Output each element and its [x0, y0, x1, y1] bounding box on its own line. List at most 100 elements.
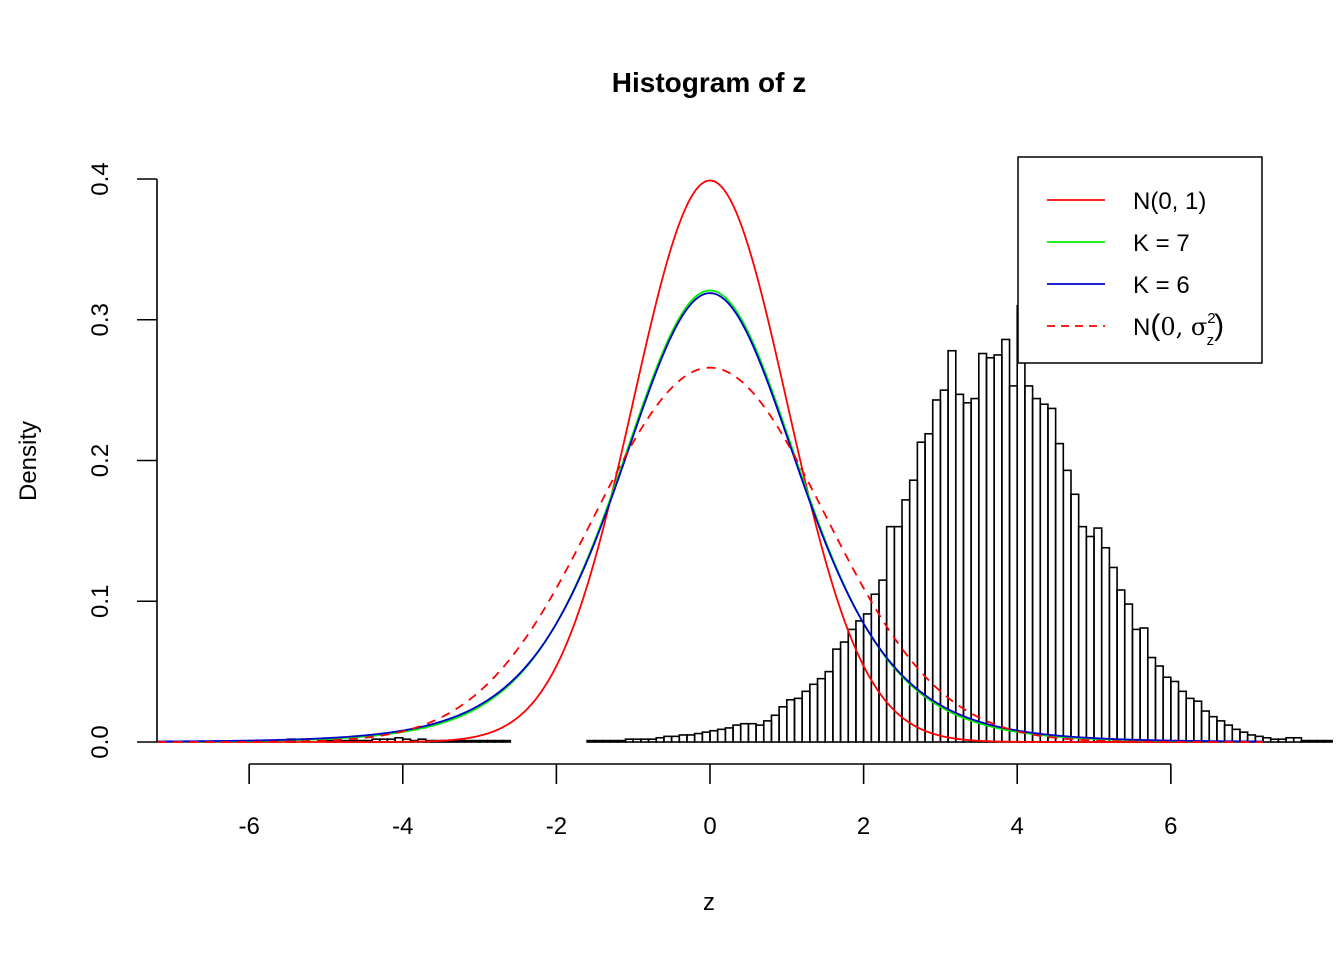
legend-label-3-base: N	[1133, 314, 1150, 341]
density-curves	[156, 179, 1264, 743]
histogram-bar	[939, 389, 949, 743]
x-tick-label: 4	[1011, 813, 1024, 840]
histogram-bar	[1154, 665, 1164, 743]
histogram-bar	[1208, 715, 1218, 743]
x-tick-label: -2	[546, 813, 567, 840]
legend-label-3-sup: 2	[1207, 310, 1215, 327]
histogram-bar	[586, 739, 596, 743]
histogram-bar	[786, 698, 796, 743]
histogram-bar	[770, 714, 780, 743]
histogram-bar	[486, 739, 496, 743]
histogram-bar	[455, 739, 466, 743]
y-axis: 0.0 0.1 0.2 0.3 0.4	[87, 162, 158, 759]
histogram-bar	[962, 401, 972, 743]
histogram-bar	[1300, 739, 1310, 743]
legend-label-3: N(0, σ2 z)	[1133, 309, 1224, 349]
histogram-bar	[985, 356, 995, 743]
legend-label-3-mid: 0, σ	[1160, 313, 1207, 341]
histogram-bar	[824, 670, 834, 743]
histogram-bar	[678, 734, 688, 743]
legend-label-1: K = 7	[1133, 230, 1190, 257]
histogram-bar	[1185, 697, 1195, 743]
x-tick-label: 6	[1164, 813, 1177, 840]
histogram-bar	[816, 677, 827, 743]
chart-title: Histogram of z	[612, 67, 806, 98]
histogram-bar	[1177, 690, 1187, 743]
histogram-bar	[1170, 680, 1180, 743]
histogram-bar	[1315, 739, 1326, 743]
y-axis-title: Density	[15, 421, 42, 501]
legend-label-3-sub: z	[1207, 332, 1215, 349]
histogram-bar	[724, 727, 734, 743]
histogram-bar	[832, 648, 842, 743]
histogram-bar	[732, 724, 742, 743]
density-curve-3	[157, 366, 1263, 743]
histogram-bar	[993, 354, 1003, 743]
legend-box	[1017, 156, 1263, 364]
legend-label-0: N(0, 1)	[1133, 188, 1206, 215]
histogram-bar	[1285, 736, 1295, 743]
y-tick-label: 0.3	[87, 303, 114, 336]
histogram-bars	[286, 304, 1333, 743]
y-tick-label: 0.0	[87, 725, 114, 758]
histogram-bar	[1039, 403, 1049, 743]
histogram-bar	[640, 738, 650, 743]
histogram-bar	[1262, 736, 1272, 743]
histogram-bar	[901, 499, 911, 743]
histogram-bar	[878, 579, 888, 743]
y-tick-label: 0.4	[87, 162, 114, 195]
legend-label-2: K = 6	[1133, 272, 1190, 299]
histogram-bar	[693, 732, 704, 743]
histogram-bar	[893, 525, 903, 743]
histogram-bar	[755, 724, 765, 743]
density-curve-0	[157, 179, 1263, 743]
histogram-bar	[632, 738, 642, 743]
histogram-bar	[471, 739, 481, 743]
histogram-bar	[670, 735, 681, 743]
histogram-bar	[1308, 739, 1318, 743]
histogram-bar	[1200, 710, 1211, 743]
histogram-bar	[1031, 397, 1042, 743]
histogram-bar	[1093, 527, 1103, 743]
histogram-bar	[1292, 736, 1303, 743]
histogram-bar	[1008, 385, 1019, 743]
histogram-bar	[870, 593, 880, 743]
histogram-bar	[1123, 603, 1134, 743]
histogram-bar	[1231, 728, 1241, 743]
histogram-bar	[601, 739, 611, 743]
legend-label-3-close: )	[1214, 309, 1224, 342]
histogram-bar	[1269, 738, 1280, 743]
histogram-bar	[1054, 442, 1065, 743]
histogram-bar	[1077, 525, 1088, 743]
histogram-bar	[701, 731, 711, 743]
histogram-bar	[954, 393, 965, 743]
histogram-bar	[709, 729, 719, 743]
histogram-bar	[647, 738, 658, 743]
histogram-bar	[908, 479, 919, 743]
histogram-bar	[855, 620, 865, 743]
histogram-bar	[501, 739, 512, 743]
histogram-bar	[762, 720, 773, 743]
histogram-bar	[624, 738, 634, 743]
histogram-bar	[839, 641, 850, 743]
histogram-bar	[1139, 627, 1149, 743]
histogram-bar	[1323, 739, 1333, 743]
histogram-bar	[1047, 407, 1057, 743]
legend-label-3-open: (	[1150, 309, 1160, 342]
histogram-bar	[1277, 738, 1287, 743]
x-tick-label: -4	[392, 813, 413, 840]
histogram-bar	[716, 728, 727, 743]
histogram-bar	[1193, 700, 1203, 743]
histogram-bar	[663, 735, 673, 743]
histogram-bar	[1131, 628, 1141, 743]
histogram-bar	[686, 734, 696, 743]
histogram-bar	[947, 349, 957, 743]
y-tick-label: 0.1	[87, 585, 114, 618]
histogram-bar	[1016, 304, 1026, 743]
x-tick-label: -6	[238, 813, 259, 840]
histogram-bar	[970, 397, 980, 743]
histogram-bar	[1216, 720, 1226, 743]
histogram-bar	[978, 352, 988, 743]
histogram-bar	[1162, 676, 1172, 743]
